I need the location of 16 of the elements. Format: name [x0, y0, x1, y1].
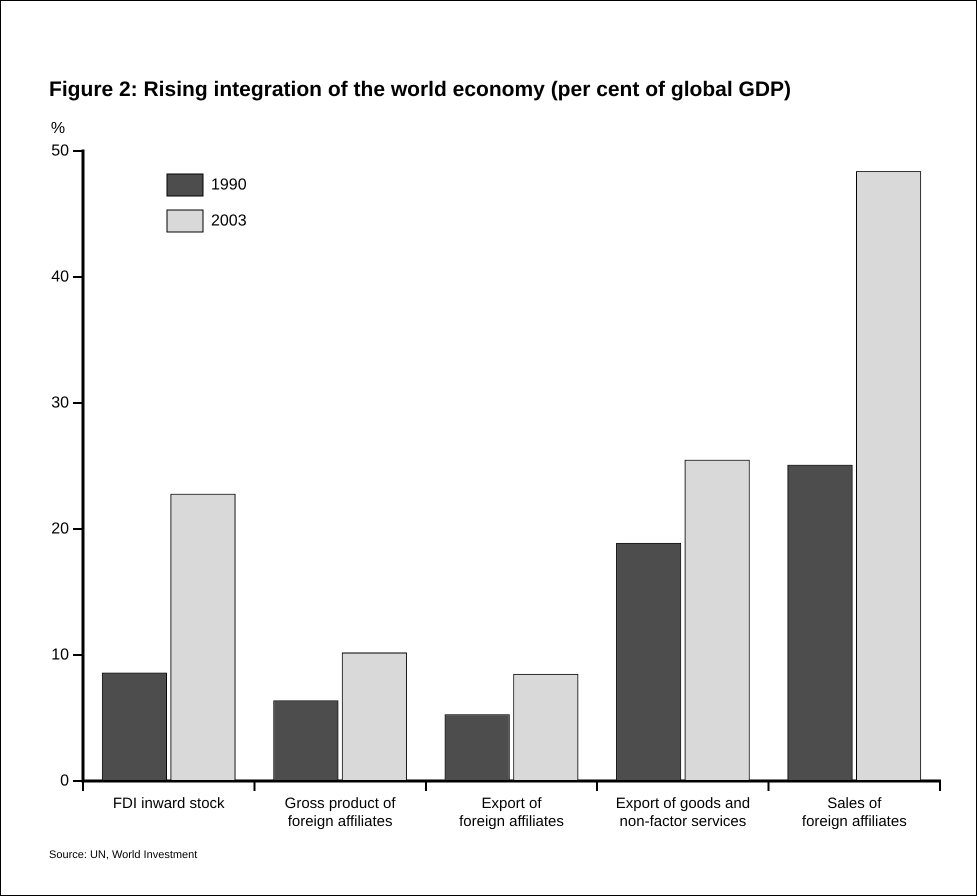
- x-tick-label: Gross product of foreign affiliates: [284, 795, 396, 830]
- y-tick-label: 50: [51, 142, 70, 160]
- x-tick-label: Sales of foreign affiliates: [802, 795, 907, 830]
- y-tick-label: 30: [51, 394, 70, 412]
- source-note: Source: UN, World Investment: [49, 849, 198, 861]
- chart-title: Figure 2: Rising integration of the world economy (per cent of global GDP): [49, 78, 792, 101]
- y-tick-label: 40: [51, 268, 70, 286]
- y-axis-title: %: [50, 120, 66, 137]
- x-tick-label: Export of goods and non-factor services: [616, 795, 750, 830]
- y-tick-label: 0: [60, 772, 70, 790]
- x-tick-label: FDI inward stock: [112, 795, 226, 812]
- y-tick-label: 20: [51, 520, 70, 538]
- legend-label: 1990: [211, 176, 247, 194]
- legend-label: 2003: [211, 212, 247, 230]
- y-tick-label: 10: [51, 646, 70, 664]
- x-tick-label: Export of foreign affiliates: [459, 795, 564, 830]
